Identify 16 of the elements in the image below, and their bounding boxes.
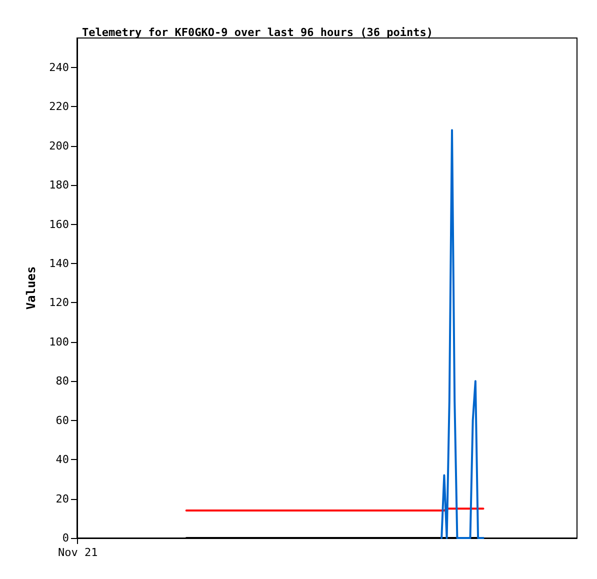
y-tick-label: 200 bbox=[49, 139, 69, 152]
text: Nov 21 bbox=[58, 546, 98, 559]
y-axis-title: Values bbox=[24, 266, 38, 310]
y-tick-label: 120 bbox=[49, 296, 69, 310]
y-tick-label: 220 bbox=[49, 100, 69, 114]
y-tick-label: 240 bbox=[49, 60, 69, 74]
chart-title: Telemetry for KF0GKO-9 over last 96 hours (36 points) bbox=[82, 26, 433, 39]
y-tick-label: 80 bbox=[56, 374, 69, 388]
y-tick-label: 140 bbox=[49, 256, 69, 270]
y-tick-label: 100 bbox=[49, 335, 69, 348]
y-tick-label: 0 bbox=[62, 532, 69, 544]
y-tick-label: 60 bbox=[56, 414, 69, 427]
y-tick-label: 180 bbox=[49, 178, 69, 192]
y-tick-label: 20 bbox=[56, 492, 69, 506]
y-tick-label: 160 bbox=[49, 218, 69, 231]
y-tick-label: 40 bbox=[56, 453, 69, 466]
